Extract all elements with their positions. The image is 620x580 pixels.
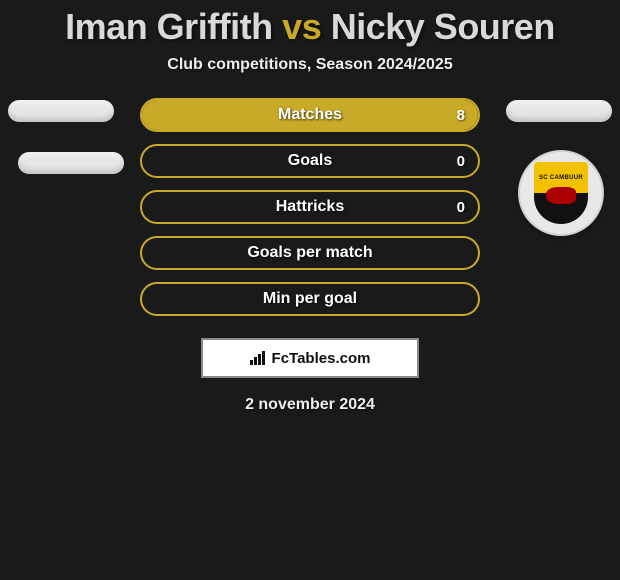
stat-bar: Matches <box>140 98 480 132</box>
vs-separator: vs <box>282 6 321 47</box>
stat-label: Matches <box>278 106 342 124</box>
stats-area: SC CAMBUUR Matches8Goals0Hattricks0Goals… <box>0 98 620 316</box>
stat-label: Min per goal <box>263 290 357 308</box>
stat-bar: Min per goal <box>140 282 480 316</box>
stat-label: Goals <box>288 152 332 170</box>
page-title: Iman Griffith vs Nicky Souren <box>0 0 620 48</box>
stat-row: Hattricks 0 <box>0 190 620 224</box>
watermark-text: FcTables.com <box>272 350 371 367</box>
stat-bar: Goals per match <box>140 236 480 270</box>
subtitle: Club competitions, Season 2024/2025 <box>0 56 620 74</box>
stat-label: Goals per match <box>247 244 372 262</box>
stat-row: Goals per match <box>0 236 620 270</box>
stat-row: Goals 0 <box>0 144 620 178</box>
player1-name: Iman Griffith <box>65 6 273 47</box>
stat-label: Hattricks <box>276 198 344 216</box>
watermark: FcTables.com <box>201 338 419 378</box>
stat-value-right: 8 <box>457 107 465 124</box>
stat-bar: Goals <box>140 144 480 178</box>
stat-row: Matches 8 <box>0 98 620 132</box>
bar-chart-icon <box>250 351 268 365</box>
stat-value-right: 0 <box>457 153 465 170</box>
stat-bar: Hattricks <box>140 190 480 224</box>
stat-row: Min per goal <box>0 282 620 316</box>
player2-name: Nicky Souren <box>331 6 555 47</box>
stat-value-right: 0 <box>457 199 465 216</box>
date: 2 november 2024 <box>0 396 620 414</box>
